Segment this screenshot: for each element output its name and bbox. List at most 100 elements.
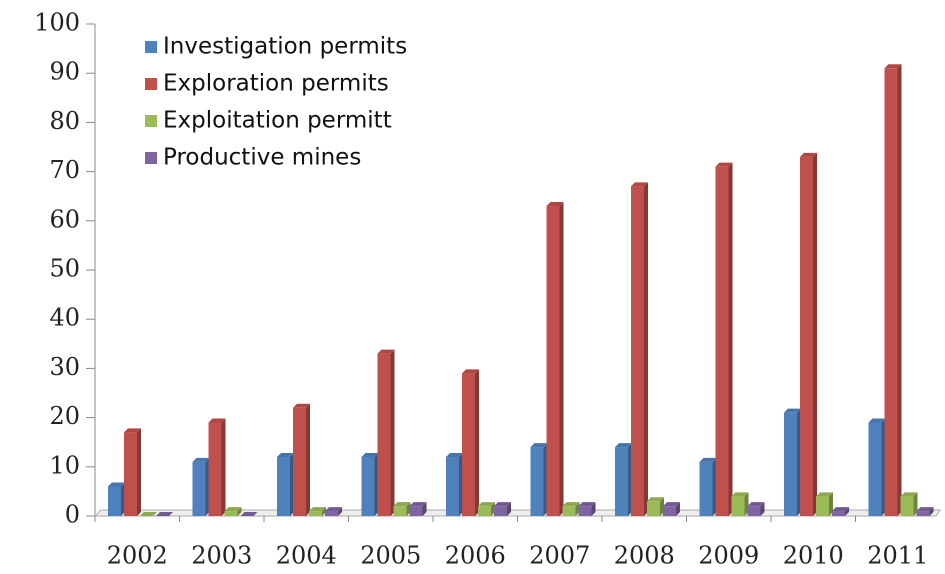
bar-side xyxy=(728,162,733,516)
bar-top xyxy=(784,408,801,413)
bar xyxy=(208,422,222,516)
bar-top xyxy=(816,492,833,497)
y-tick-label: 40 xyxy=(49,304,80,332)
legend-label: Productive mines xyxy=(163,145,361,171)
bar-side xyxy=(813,152,817,516)
legend-swatch xyxy=(145,115,157,127)
bar xyxy=(393,506,407,516)
bar-top xyxy=(494,502,511,507)
y-tick-label: 70 xyxy=(49,156,80,184)
y-tick-label: 10 xyxy=(49,451,80,479)
bar xyxy=(715,166,729,516)
bar-side xyxy=(475,369,479,516)
y-tick-label: 60 xyxy=(49,205,80,233)
bar xyxy=(832,511,845,516)
bar xyxy=(530,447,544,516)
bar-top xyxy=(393,502,411,507)
y-tick-label: 50 xyxy=(49,255,80,283)
bar-top xyxy=(377,349,395,354)
bar-side xyxy=(897,64,902,516)
bar-top xyxy=(578,502,596,507)
legend-label: Exploration permits xyxy=(163,71,389,97)
bar-top xyxy=(140,512,157,516)
bar-top xyxy=(562,502,580,507)
bar-top xyxy=(478,502,495,507)
bar xyxy=(377,353,391,516)
y-tick-label: 0 xyxy=(65,501,80,529)
x-tick-label: 2003 xyxy=(191,542,252,570)
bar-top xyxy=(631,182,648,187)
bar xyxy=(699,461,713,516)
bar-side xyxy=(760,502,765,516)
bar-top xyxy=(446,452,463,457)
legend-swatch xyxy=(145,78,157,90)
bar-top xyxy=(325,507,342,512)
bar-top xyxy=(462,369,479,374)
y-tick-label: 30 xyxy=(49,353,80,381)
bar xyxy=(731,496,745,516)
y-tick-label: 90 xyxy=(49,58,80,86)
bar-top xyxy=(277,452,294,457)
bar-side xyxy=(221,418,226,516)
x-tick-label: 2010 xyxy=(783,542,844,570)
bar-side xyxy=(422,502,427,516)
bar xyxy=(784,412,797,516)
bar xyxy=(663,506,676,516)
bar xyxy=(224,511,238,516)
bar-top xyxy=(715,162,733,167)
bar-top xyxy=(884,64,902,69)
y-tick-label: 100 xyxy=(34,9,80,37)
bar-side xyxy=(845,507,849,516)
bar xyxy=(108,486,121,516)
bar-top xyxy=(293,403,310,408)
x-tick-label: 2009 xyxy=(698,542,759,570)
bar xyxy=(615,447,628,516)
bar xyxy=(800,156,813,516)
y-tick-label: 20 xyxy=(49,402,80,430)
bar-side xyxy=(322,507,326,516)
bar-top xyxy=(546,202,564,207)
bar xyxy=(124,432,137,516)
bar-side xyxy=(591,502,596,516)
x-tick-label: 2005 xyxy=(360,542,421,570)
bar xyxy=(409,506,423,516)
x-tick-label: 2002 xyxy=(107,542,168,570)
bar xyxy=(884,68,898,516)
bar-top xyxy=(647,497,664,502)
x-tick-label: 2007 xyxy=(529,542,590,570)
y-tick-label: 80 xyxy=(49,107,80,135)
bar-top xyxy=(530,443,548,448)
bar-side xyxy=(306,403,310,516)
bar xyxy=(462,373,475,516)
bar xyxy=(631,186,644,517)
bar-top xyxy=(747,502,765,507)
bar xyxy=(277,456,290,516)
bar-side xyxy=(676,502,680,516)
bar-top xyxy=(240,512,258,516)
bar-top xyxy=(900,492,918,497)
bar-top xyxy=(224,507,242,512)
bar-side xyxy=(929,507,934,516)
bar-top xyxy=(208,418,226,423)
bar xyxy=(747,506,761,516)
bar-side xyxy=(237,507,242,516)
bar-top xyxy=(615,443,632,448)
bar xyxy=(446,456,459,516)
x-tick-label: 2004 xyxy=(276,542,337,570)
bar-side xyxy=(338,507,342,516)
bar-top xyxy=(124,428,141,433)
bar-top xyxy=(868,418,886,423)
bar xyxy=(900,496,914,516)
bar-top xyxy=(361,452,379,457)
bar xyxy=(325,511,338,516)
bar-side xyxy=(390,349,395,516)
bar-side xyxy=(829,492,833,516)
bar-top xyxy=(663,502,680,507)
bar xyxy=(578,506,592,516)
legend-swatch xyxy=(145,41,157,53)
bar-top xyxy=(192,457,210,462)
bar-side xyxy=(507,502,511,516)
x-tick-label: 2008 xyxy=(614,542,675,570)
bar xyxy=(647,501,660,516)
